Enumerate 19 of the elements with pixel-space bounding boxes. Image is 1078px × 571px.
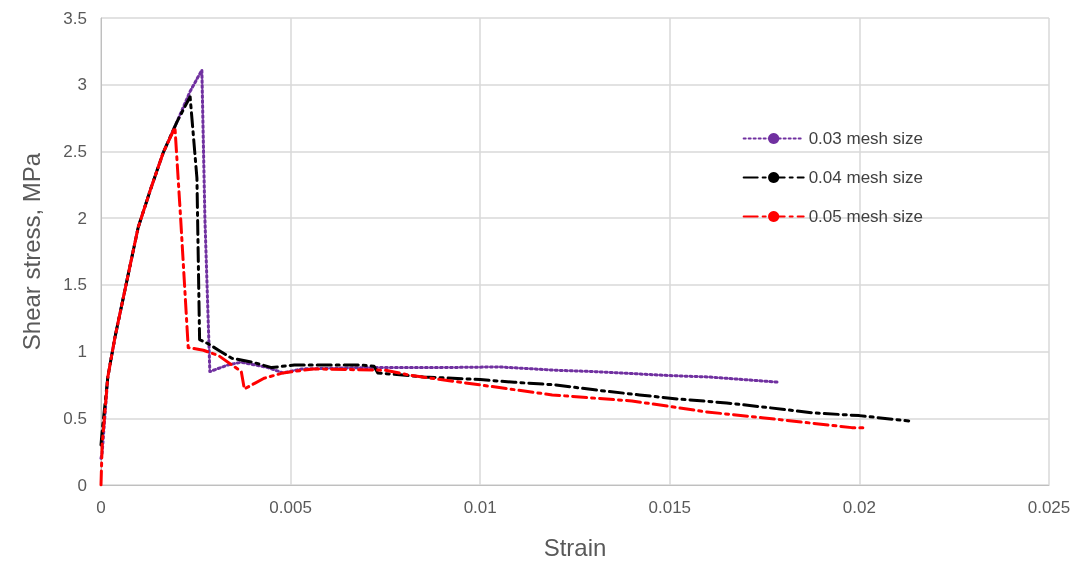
- y-axis-title: Shear stress, MPa: [17, 152, 45, 351]
- y-tick-label: 3.5: [63, 8, 87, 28]
- y-tick-label: 0: [77, 475, 87, 495]
- x-tick-label: 0.01: [463, 498, 497, 517]
- y-tick-label: 1: [77, 342, 87, 362]
- x-tick-label: 0.005: [269, 498, 312, 517]
- y-tick-label: 0.5: [63, 408, 87, 428]
- legend-label: 0.04 mesh size: [808, 168, 924, 187]
- x-tick-label: 0.025: [1027, 498, 1071, 517]
- x-tick-label: 0.015: [648, 498, 692, 517]
- legend-label: 0.05 mesh size: [808, 207, 924, 226]
- y-tick-label: 2.5: [63, 141, 87, 161]
- y-tick-label: 1.5: [63, 275, 87, 295]
- x-axis-title: Strain: [543, 533, 607, 561]
- y-tick-label: 2: [77, 208, 87, 228]
- x-tick-label: 0.02: [842, 498, 876, 517]
- legend-label: 0.03 mesh size: [808, 129, 924, 148]
- x-tick-label: 0: [96, 498, 106, 517]
- y-tick-label: 3: [77, 75, 87, 95]
